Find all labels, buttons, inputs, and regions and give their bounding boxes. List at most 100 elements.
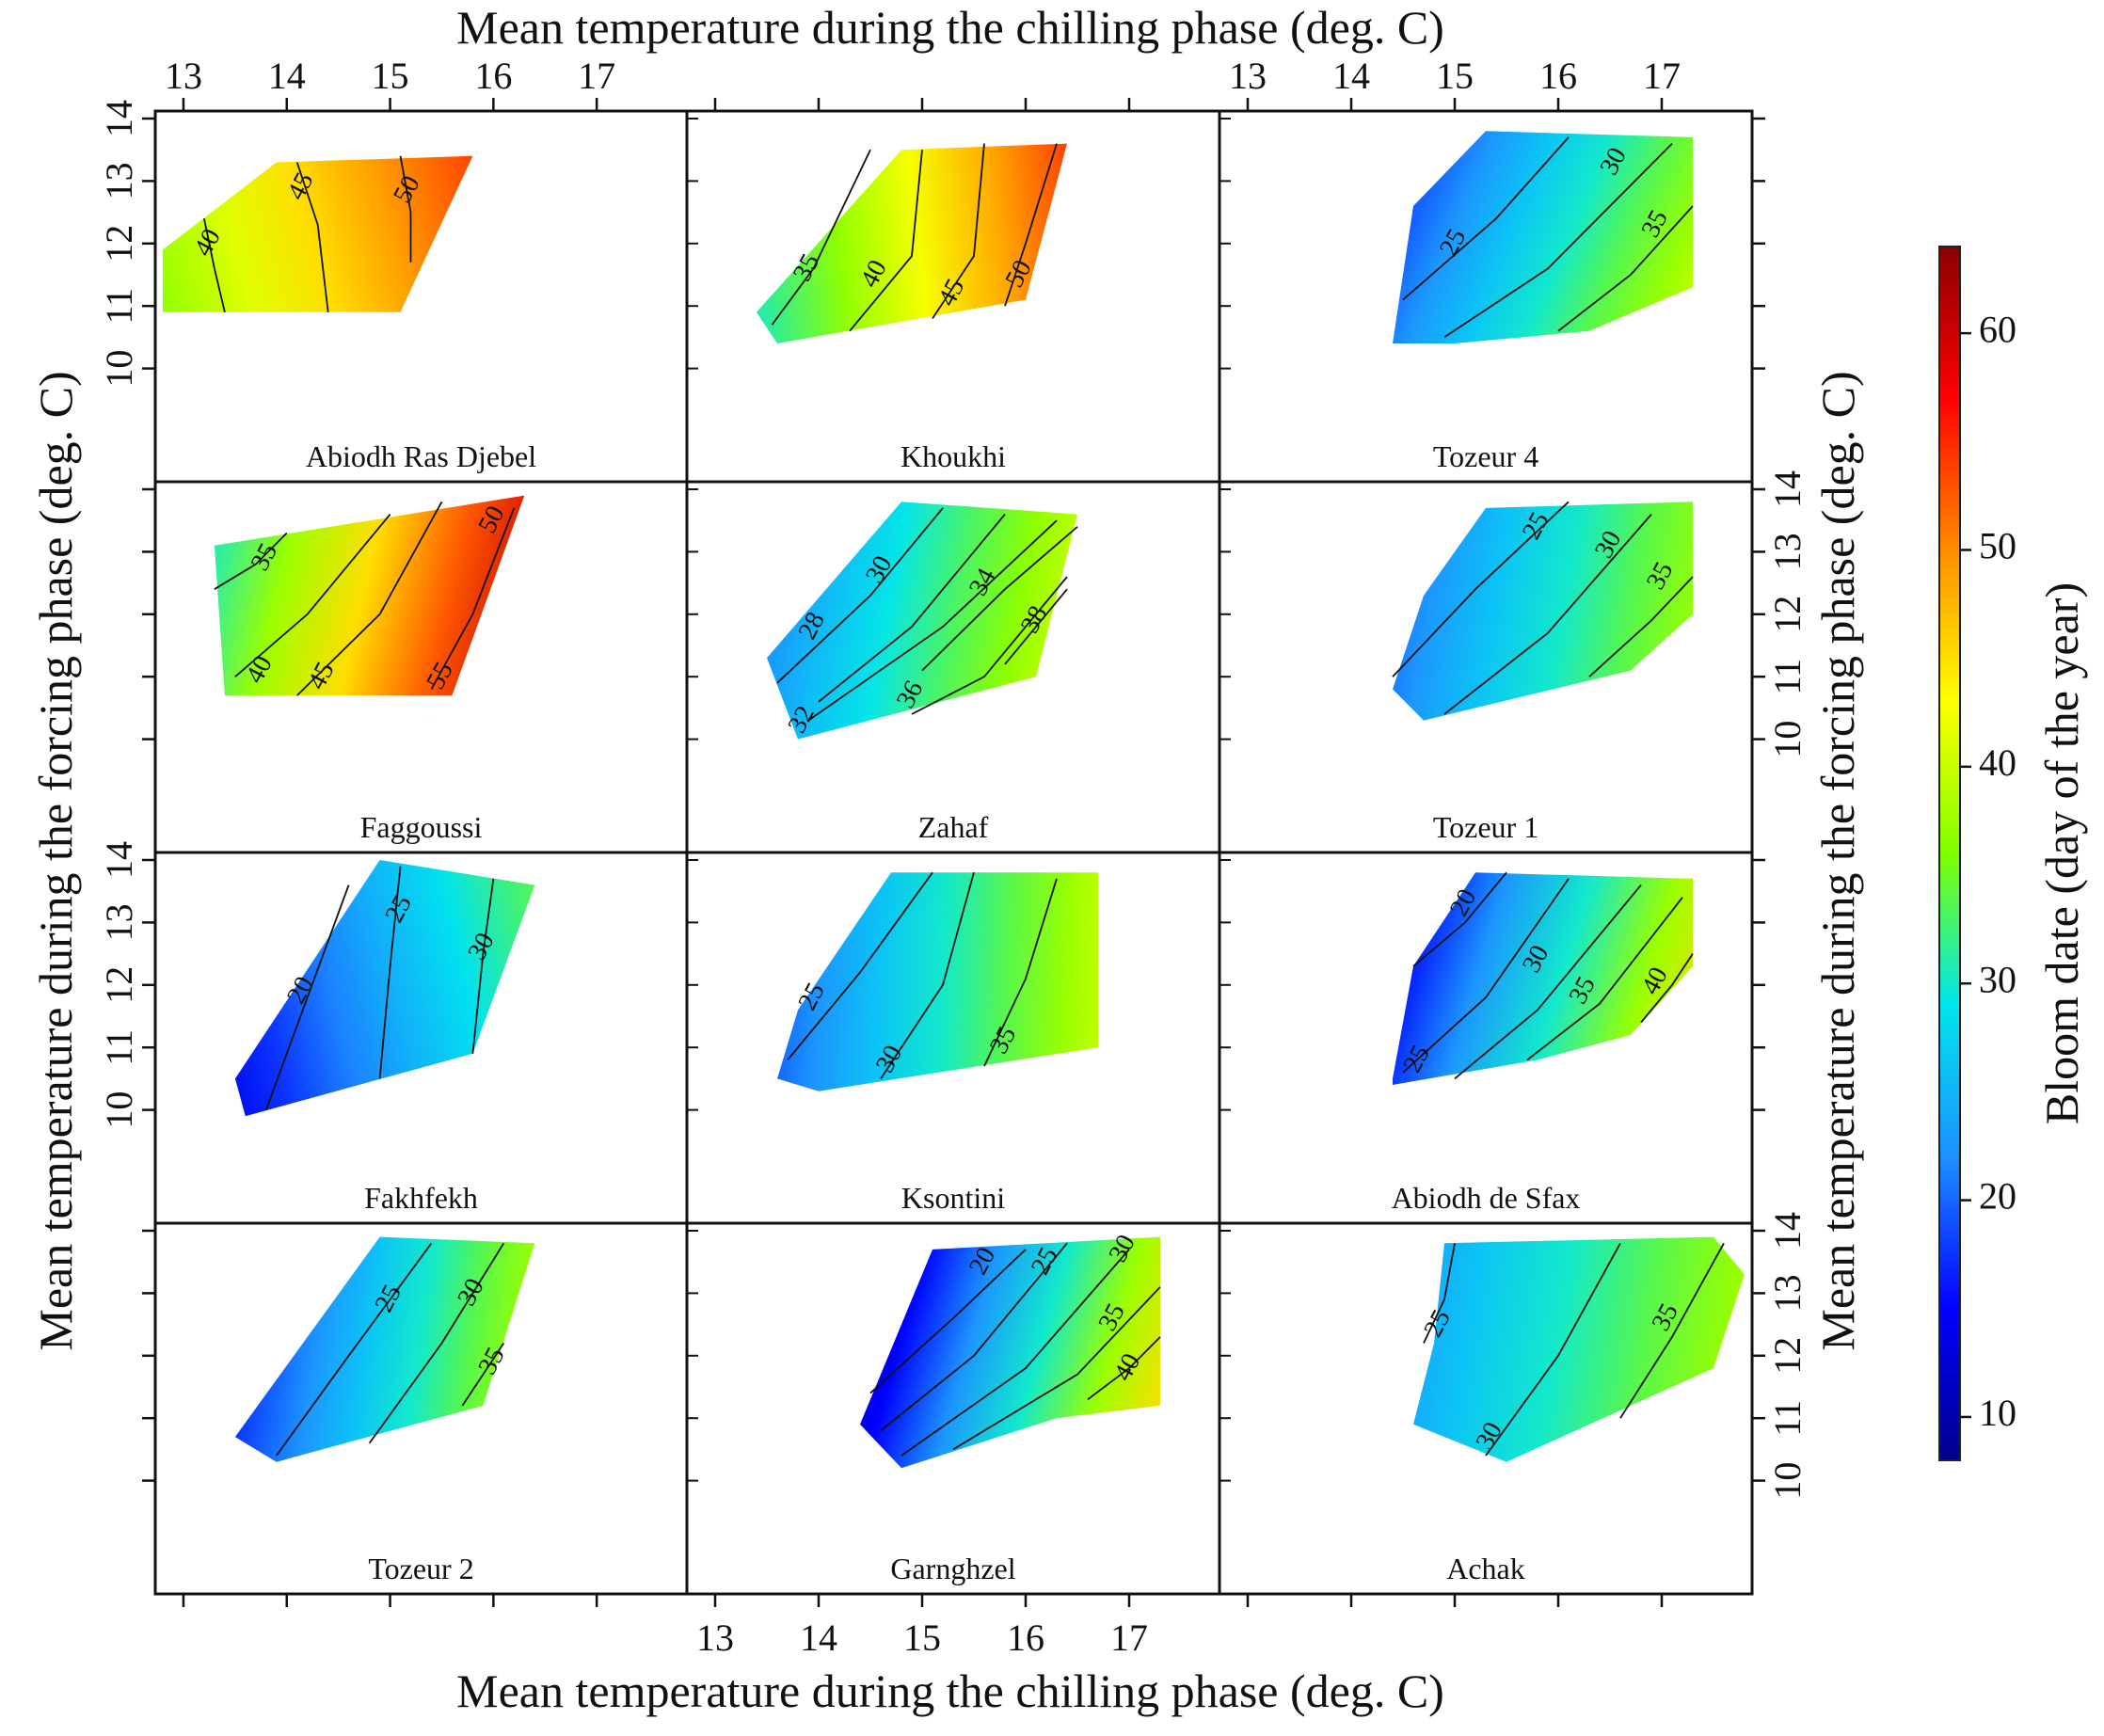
colorbar-gradient xyxy=(1938,246,1961,1461)
contour-line-25 xyxy=(880,1242,1068,1432)
y-tick-label: 13 xyxy=(98,903,140,941)
contour-line-35 xyxy=(1619,1242,1725,1419)
top-x-axis-title: Mean temperature during the chilling pha… xyxy=(456,1,1444,54)
contour-line-30 xyxy=(1485,1242,1621,1457)
panel-label: Tozeur 4 xyxy=(1433,439,1538,473)
contour-line-50 xyxy=(399,155,412,263)
contour-line-36 xyxy=(911,576,1068,715)
contour-line-45 xyxy=(295,162,329,312)
x-tick-label: 15 xyxy=(1436,55,1474,97)
contour-line-50 xyxy=(1004,143,1058,307)
y-tick-label: 10 xyxy=(1766,721,1809,758)
colorbar-tick-label: 50 xyxy=(1979,525,2016,567)
contour-line-35 xyxy=(952,1286,1161,1451)
contour-line-30 xyxy=(1443,142,1673,339)
panel-label: Khoukhi xyxy=(901,439,1006,473)
panel-label: Tozeur 1 xyxy=(1433,810,1538,844)
contour-line-40 xyxy=(1640,953,1694,1024)
panel-label: Abiodh de Sfax xyxy=(1392,1181,1581,1215)
panel-label: Abiodh Ras Djebel xyxy=(306,439,536,473)
colorbar-tick-label: 30 xyxy=(1979,958,2016,1000)
panel-frame xyxy=(1218,1221,1754,1596)
y-tick-label: 11 xyxy=(1766,1400,1809,1437)
y-tick-label: 11 xyxy=(98,1029,140,1066)
contour-line-35 xyxy=(983,878,1058,1067)
y-tick-label: 14 xyxy=(1766,1212,1809,1250)
colorbar-ticks: 10 20 30 40 50 60 xyxy=(1960,308,2016,1434)
x-tick-label: 13 xyxy=(165,55,202,97)
x-tick-label: 16 xyxy=(1539,55,1577,97)
y-tick-label: 11 xyxy=(98,288,140,325)
panel-label: Fakhfekh xyxy=(364,1181,478,1215)
bloom-surface xyxy=(1413,1236,1745,1462)
contour-line-40 xyxy=(1087,1336,1161,1401)
y-tick-label: 13 xyxy=(98,162,140,199)
y-tick-label: 10 xyxy=(98,350,140,388)
axis-ticks: 13 14 15 16 17 13 14 15 16 17 13 14 15 16 17 10 11 12 13 14… xyxy=(98,55,1809,1659)
y-tick-label: 12 xyxy=(1766,1337,1809,1375)
contour-line-20 xyxy=(1412,871,1507,967)
x-tick-label: 16 xyxy=(474,55,512,97)
colorbar-tick-label: 40 xyxy=(1979,741,2016,784)
bloom-surface xyxy=(1393,131,1693,343)
bottom-x-axis-title: Mean temperature during the chilling pha… xyxy=(456,1664,1444,1717)
colorbar-title: Bloom date (day of the year) xyxy=(2035,582,2088,1124)
x-tick-label: 17 xyxy=(1643,55,1681,97)
y-tick-label: 14 xyxy=(98,841,140,879)
contour-line-30 xyxy=(880,872,975,1079)
contour-line-30 xyxy=(368,1242,505,1444)
y-tick-label: 12 xyxy=(1766,596,1809,633)
contour-line-25 xyxy=(1402,136,1570,301)
colorbar: 10 20 30 40 50 60 Bloom date (day of the year… xyxy=(1938,246,2088,1461)
bloom-surface xyxy=(757,143,1067,343)
colorbar-tick-label: 10 xyxy=(1979,1392,2016,1434)
contour-line-30 xyxy=(1454,884,1642,1080)
bloom-surface xyxy=(234,860,535,1117)
contour-line-40 xyxy=(849,150,923,332)
y-tick-label: 12 xyxy=(98,225,140,263)
left-y-axis-title: Mean temperature during the forcing phas… xyxy=(29,371,82,1350)
colorbar-tick-label: 20 xyxy=(1979,1175,2016,1218)
contour-line-35 xyxy=(1557,205,1694,332)
contour-line-35 xyxy=(1526,897,1683,1061)
x-tick-label: 15 xyxy=(372,55,409,97)
contour-line-40 xyxy=(203,218,226,313)
x-tick-label: 16 xyxy=(1007,1617,1044,1659)
contour-line-55 xyxy=(430,507,516,690)
y-tick-label: 12 xyxy=(98,966,140,1004)
contour-line-30 xyxy=(901,1249,1130,1457)
panel-label: Ksontini xyxy=(901,1181,1005,1215)
bloom-surface xyxy=(1393,872,1693,1085)
contour-line-45 xyxy=(296,501,443,696)
x-tick-label: 15 xyxy=(903,1617,941,1659)
x-tick-label: 17 xyxy=(1110,1617,1148,1659)
contour-line-30 xyxy=(1443,514,1652,715)
contour-line-40 xyxy=(234,514,391,677)
bloom-surface xyxy=(214,495,525,696)
x-tick-label: 14 xyxy=(800,1617,837,1659)
contour-line-35 xyxy=(214,532,288,590)
y-tick-label: 11 xyxy=(1766,659,1809,695)
contour-line-38 xyxy=(1004,588,1068,665)
y-tick-label: 10 xyxy=(98,1091,140,1129)
contour-line-28 xyxy=(776,507,944,684)
contour-line-25 xyxy=(1423,1243,1456,1344)
y-tick-label: 14 xyxy=(98,100,140,137)
panel-label: Garnghzel xyxy=(890,1552,1015,1585)
bloom-surface xyxy=(777,872,1098,1091)
contour-line-30 xyxy=(818,514,1006,703)
bloom-surface xyxy=(860,1236,1160,1469)
contour-line-35 xyxy=(771,149,871,326)
bloom-surface xyxy=(163,155,473,312)
contour-line-20 xyxy=(264,884,350,1110)
panel-label: Tozeur 2 xyxy=(368,1552,473,1585)
